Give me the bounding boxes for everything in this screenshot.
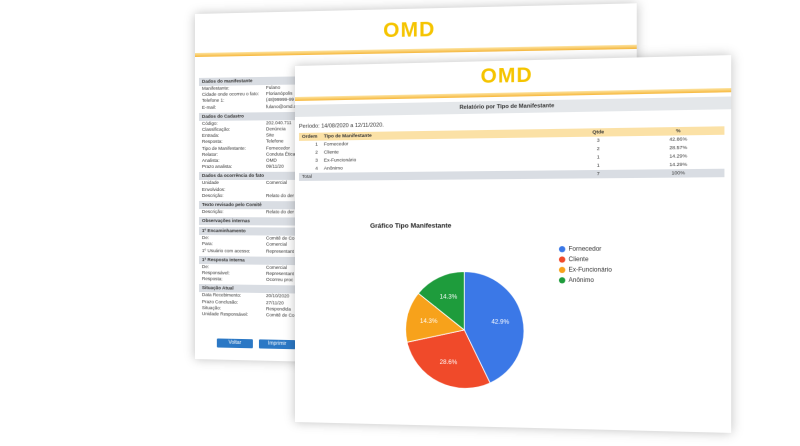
legend-label: Ex-Funcionário [569,267,613,273]
field-label: Descrição: [201,209,224,215]
field-value: Ocorreu proc [266,277,294,283]
slice-label: 14.3% [440,295,458,301]
slice-label: 14.3% [420,319,438,325]
total-cell: 100% [632,168,725,179]
table-cell: 2 [315,150,318,156]
chart-title: Gráfico Tipo Manifestante [370,223,452,230]
logo: OMD [383,18,436,43]
field-row: Descrição: Relato do der [199,209,300,216]
pie-slice [418,271,464,330]
legend-swatch [558,256,566,263]
total-cell: Total [298,170,565,181]
table-cell: 4 [315,166,318,172]
legend-swatch [558,246,566,253]
field-row: 1º Usuário com acesso: Representant [199,248,300,255]
pie-slice [406,293,465,343]
header-bar [195,44,637,57]
pie-slice [407,329,490,389]
legend-label: Cliente [569,257,590,263]
slice-label: 42.9% [491,320,510,326]
legend-label: Fornecedor [569,247,602,253]
field-value: 09/11/20 [266,163,284,170]
field-label: Resposta: [201,276,223,282]
button[interactable]: Imprimir [258,339,296,350]
buttons: Voltar Imprimir [216,338,296,350]
field-label: Prazo analista: [201,164,233,170]
field-value: fulano@omd.co [266,103,299,109]
field-row: Descrição: Relato do der [199,193,300,199]
field-row: Resposta: Ocorreu proc [199,276,300,284]
field-label: Unidade Responsável: [201,311,249,318]
field-value: Comitê de Co [266,312,295,318]
field-value: Relato do der [266,192,294,199]
field-value: Comercial [266,180,287,186]
total-cell: 7 [564,169,633,179]
slice-label: 28.6% [440,360,458,366]
field-label: 1º Usuário com acesso: [201,247,251,254]
section-header: Observações internas [198,217,300,226]
legend-swatch [558,266,566,274]
field-row: Prazo analista: 09/11/20 [199,164,300,171]
table-cell: 3 [315,158,318,164]
legend-label: Anônimo [569,278,595,284]
button[interactable]: Voltar [216,338,253,349]
field-row: Unidade Responsável: Comitê de Co [199,311,300,319]
logo: OMD [480,64,533,89]
case-details: Dados do manifestante Manifestante: Fulano… [198,74,300,319]
pie-slice [464,272,524,384]
field-label: Descrição: [201,192,224,198]
legend-swatch [558,277,566,284]
field-label: E-mail: [201,104,217,110]
pie-chart: Gráfico Tipo Manifestante 42.9% Fornecedo… [370,223,613,425]
report-table: Ordem Tipo de Manifestante Qtde% 1 Fornecedo… [298,126,725,181]
section-header: Dados da ocorrência do fato [198,172,300,181]
report-page: OMD Relatório por Tipo de Manifestante P… [295,55,732,433]
field-value: Representant [266,248,294,254]
field-value: Relato do der [266,209,294,215]
field-row: E-mail: fulano@omd.co [199,103,300,110]
